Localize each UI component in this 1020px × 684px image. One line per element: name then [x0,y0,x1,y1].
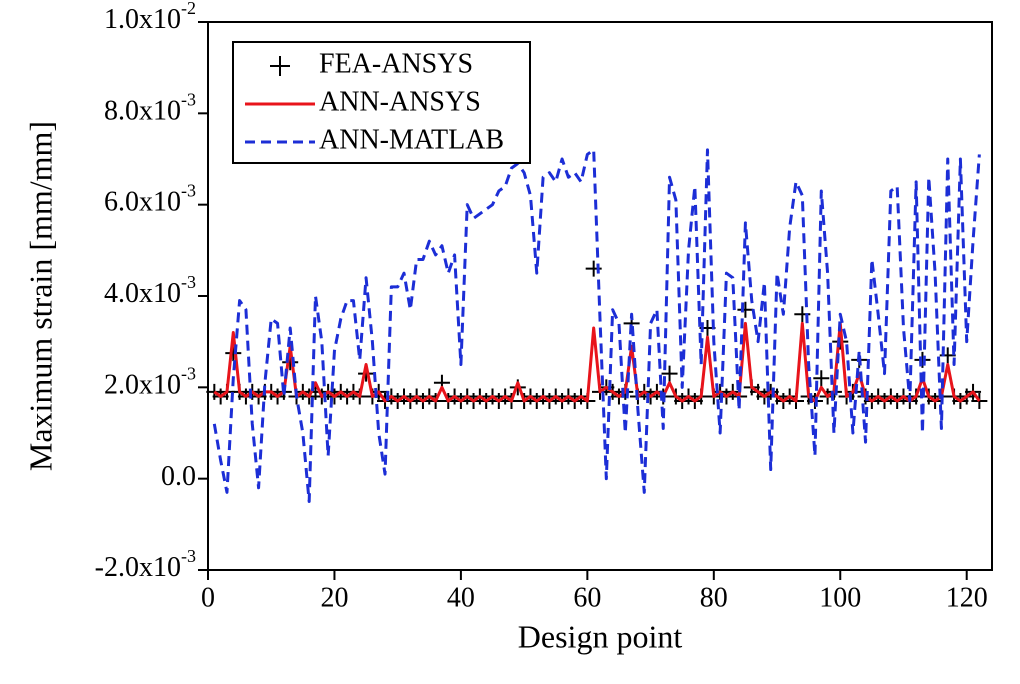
x-tick-label: 120 [946,582,988,613]
y-tick-label: 6.0x10-3 [104,181,196,218]
data-line [212,148,981,503]
y-axis-title: Maximum strain [mm/mm] [22,121,58,471]
data-marker [914,351,931,368]
y-tick-label: 1.0x10-2 [104,0,196,35]
x-tick-label: 80 [700,582,728,613]
legend-marker [270,56,290,76]
x-tick-label: 0 [201,582,215,613]
plot-area [206,148,988,503]
x-tick-label: 60 [573,582,601,613]
y-tick-label: 4.0x10-3 [104,272,196,309]
data-marker [737,301,754,318]
y-tick-label: 2.0x10-3 [104,363,196,400]
y-tick-label: 8.0x10-3 [104,89,196,126]
data-marker [225,345,242,362]
legend-label: FEA-ANSYS [319,48,473,79]
data-line [213,321,981,403]
x-tick-label: 20 [320,582,348,613]
data-marker [813,370,830,387]
x-axis-title: Design point [518,618,683,654]
x-tick-label: 40 [447,582,475,613]
legend-label: ANN-ANSYS [319,86,481,117]
y-tick-label: -2.0x10-3 [95,546,196,583]
x-tick-label: 100 [819,582,861,613]
legend-label: ANN-MATLAB [319,124,504,155]
y-tick-label: 0.0 [161,461,196,492]
data-marker [661,365,678,382]
